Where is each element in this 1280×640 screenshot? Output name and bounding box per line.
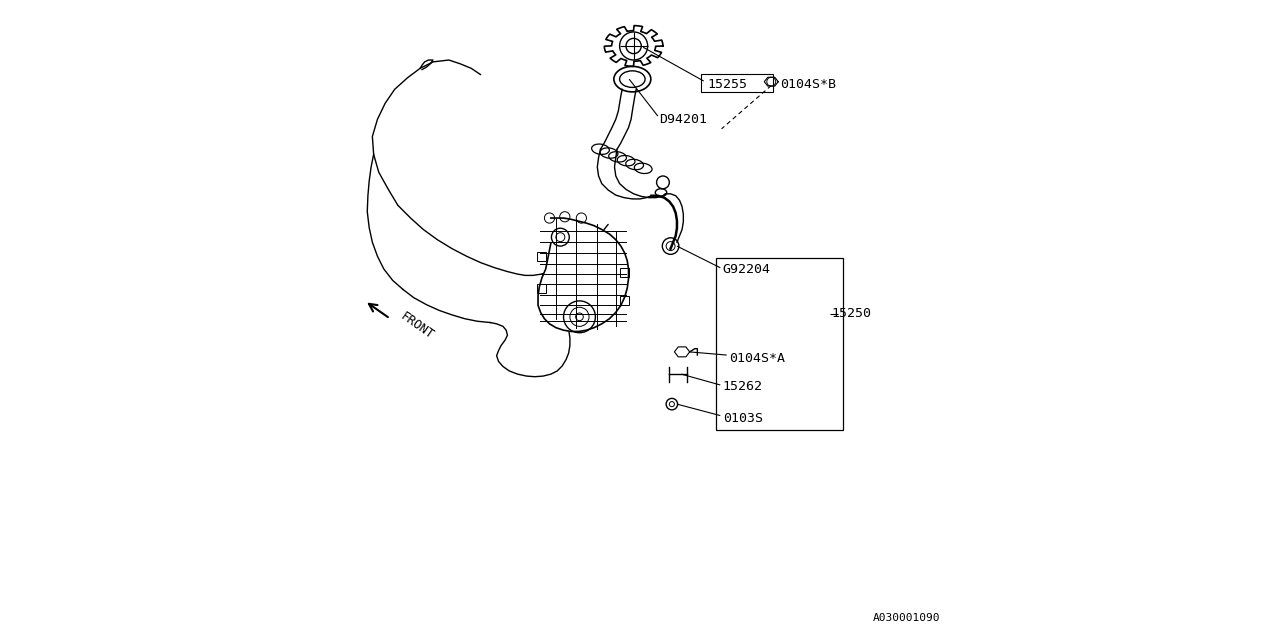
Bar bbox=[538, 284, 547, 292]
Text: 0103S: 0103S bbox=[723, 412, 763, 425]
Text: A030001090: A030001090 bbox=[873, 612, 941, 623]
Text: FRONT: FRONT bbox=[398, 310, 436, 342]
Text: 0104S*A: 0104S*A bbox=[730, 352, 785, 365]
Text: 15262: 15262 bbox=[723, 380, 763, 394]
Text: G92204: G92204 bbox=[723, 262, 771, 276]
Text: 0104S*B: 0104S*B bbox=[781, 77, 836, 91]
Bar bbox=[701, 74, 773, 92]
Bar bbox=[620, 268, 628, 276]
Bar bbox=[538, 252, 547, 260]
Text: 15255: 15255 bbox=[707, 77, 748, 91]
Text: D94201: D94201 bbox=[659, 113, 707, 126]
Text: 15250: 15250 bbox=[831, 307, 872, 320]
Polygon shape bbox=[538, 218, 628, 332]
Bar bbox=[717, 257, 842, 429]
Bar bbox=[620, 296, 628, 305]
